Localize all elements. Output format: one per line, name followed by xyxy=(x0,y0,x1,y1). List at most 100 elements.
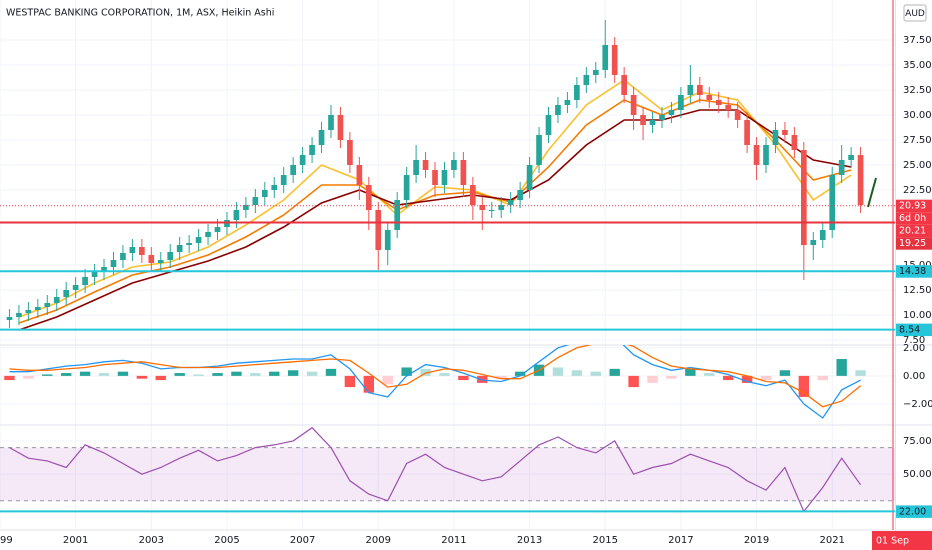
candle-body xyxy=(555,105,561,115)
histogram-bar xyxy=(4,375,15,381)
histogram-bar xyxy=(60,373,72,376)
candle-body xyxy=(356,165,363,185)
histogram-bar xyxy=(250,373,261,376)
histogram-bar xyxy=(363,375,375,393)
candle-body xyxy=(243,205,249,210)
candle-body xyxy=(819,230,826,240)
currency-box xyxy=(903,4,927,22)
candle-body xyxy=(309,145,315,155)
candle-body xyxy=(91,272,98,277)
y-tick-label: 0.00 xyxy=(903,371,925,382)
candle-body xyxy=(753,145,760,165)
x-tick-label: 2007 xyxy=(290,535,315,546)
histogram-bar xyxy=(496,375,507,379)
crosshair-date-box xyxy=(872,531,932,550)
candle-body xyxy=(706,95,713,100)
histogram-bar xyxy=(325,368,337,376)
y-tick-label: 2.00 xyxy=(903,343,925,354)
candle-body xyxy=(678,95,684,110)
histogram-bar xyxy=(79,371,91,376)
pane xyxy=(0,20,895,331)
candle-body xyxy=(176,245,183,252)
axis-price-label: 6d 0h xyxy=(899,213,926,224)
candle-body xyxy=(857,155,864,205)
candle-body xyxy=(782,130,788,135)
y-tick-label: 50.00 xyxy=(903,469,932,480)
y-tick-label: 25.00 xyxy=(903,160,932,171)
candle-body xyxy=(82,277,88,285)
candle-body xyxy=(838,160,845,175)
axis-price-box xyxy=(896,224,932,238)
candle-body xyxy=(734,110,741,120)
candle-body xyxy=(460,160,467,185)
axis-price-label: 20.93 xyxy=(899,201,926,212)
candle-body xyxy=(422,160,429,170)
candle-body xyxy=(611,45,618,75)
y-tick-label: −2.00 xyxy=(903,399,932,410)
y-tick-label: 12.50 xyxy=(903,285,932,296)
candle-body xyxy=(621,75,627,95)
candle-body xyxy=(526,165,533,190)
chart-title: WESTPAC BANKING CORPORATION, 1M, ASX, He… xyxy=(6,8,274,19)
histogram-bar xyxy=(23,375,34,379)
y-tick-label: 10.00 xyxy=(903,310,932,321)
axis-price-box xyxy=(896,265,932,278)
histogram-bar xyxy=(609,368,620,376)
y-tick-label: 30.00 xyxy=(903,110,932,121)
candle-body xyxy=(403,175,410,200)
candle-body xyxy=(715,100,722,105)
histogram-bar xyxy=(477,375,488,383)
histogram-bar xyxy=(836,359,847,376)
candle-body xyxy=(772,130,779,145)
x-tick-label: 2003 xyxy=(139,535,164,546)
y-tick-label: 22.50 xyxy=(903,185,932,196)
candle-body xyxy=(120,253,126,260)
trend-drawing xyxy=(867,177,877,208)
x-tick-label: 1999 xyxy=(0,535,13,546)
histogram-bar xyxy=(269,371,280,376)
candle-body xyxy=(6,317,13,320)
ribbon-line xyxy=(18,109,852,331)
histogram-bar xyxy=(231,371,242,376)
x-tick-label: 2013 xyxy=(517,535,542,546)
axis-price-box xyxy=(896,237,932,250)
candle-body xyxy=(271,185,278,190)
histogram-bar xyxy=(666,375,677,379)
axis-price-label: 8.54 xyxy=(899,325,920,336)
histogram-bar xyxy=(287,370,299,376)
axis-price-label: 19.25 xyxy=(899,238,926,249)
pane xyxy=(0,426,895,513)
candle-body xyxy=(574,85,580,100)
candle-body xyxy=(413,160,419,175)
histogram-bar xyxy=(722,375,734,381)
candle-body xyxy=(829,175,836,230)
histogram-bar xyxy=(155,375,166,381)
candle-body xyxy=(479,205,486,210)
candle-body xyxy=(195,237,202,243)
candle-body xyxy=(498,205,505,210)
candle-body xyxy=(63,290,70,297)
histogram-bar xyxy=(552,367,564,376)
histogram-bar xyxy=(420,368,431,376)
candle-body xyxy=(545,115,552,135)
y-tick-label: 7.50 xyxy=(903,335,925,346)
candle-body xyxy=(129,247,136,253)
candle-body xyxy=(205,232,211,237)
histogram-bar xyxy=(212,373,223,376)
axis-price-label: 22.00 xyxy=(899,506,926,517)
candle-body xyxy=(214,227,221,232)
candle-body xyxy=(110,260,117,267)
histogram-bar xyxy=(117,371,129,376)
candle-body xyxy=(507,200,514,205)
candle-body xyxy=(432,170,438,185)
candle-body xyxy=(44,303,51,307)
candle-body xyxy=(687,85,694,95)
y-tick-label: 32.50 xyxy=(903,85,932,96)
histogram-bar xyxy=(136,375,148,379)
histogram-bar xyxy=(401,367,412,376)
candle-body xyxy=(394,200,401,230)
histogram-bar xyxy=(571,370,583,376)
candle-body xyxy=(261,190,268,197)
candle-body xyxy=(640,115,646,125)
